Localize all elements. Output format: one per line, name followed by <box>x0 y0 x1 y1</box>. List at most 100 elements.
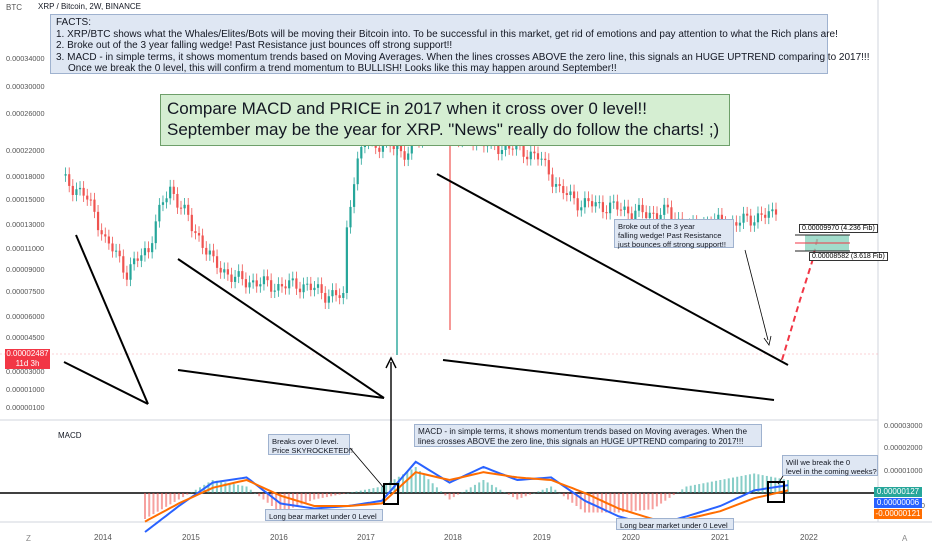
histogram-bar <box>770 476 773 493</box>
candle-body <box>291 278 294 281</box>
candle-body <box>655 213 659 221</box>
histogram-bar <box>296 493 299 506</box>
wedge-note-line: just bounces off strong support!! <box>618 240 726 249</box>
macd-tick-label: 0.00001000 <box>884 466 923 475</box>
histogram-bar <box>198 487 201 493</box>
candle-body <box>771 209 774 212</box>
histogram-bar <box>376 487 379 493</box>
candle-body <box>648 212 651 219</box>
candle-body <box>93 199 96 212</box>
candle-body <box>522 143 525 157</box>
candle-body <box>352 184 356 207</box>
wedge-trendline <box>75 234 149 405</box>
histogram-bar <box>440 491 443 493</box>
connector-arrowhead <box>385 356 397 369</box>
candle-body <box>82 187 85 196</box>
histogram-bar <box>486 482 489 493</box>
histogram-bar <box>380 486 383 493</box>
histogram-bar <box>482 480 485 493</box>
price-tick-label: 0.00000100 <box>6 403 45 412</box>
histogram-bar <box>190 492 193 493</box>
candle-body <box>720 214 724 223</box>
histogram-bar <box>308 493 311 502</box>
histogram-bar <box>727 478 730 493</box>
candle-body <box>118 250 121 257</box>
candle-body <box>634 210 637 220</box>
candle-body <box>753 222 756 226</box>
histogram-bar <box>173 493 176 502</box>
candle-body <box>670 207 673 220</box>
candle-body <box>298 288 302 293</box>
candle-body <box>78 187 82 190</box>
candle-body <box>764 214 767 218</box>
candle-body <box>295 278 298 289</box>
candle-body <box>594 202 597 207</box>
candle-body <box>551 174 554 187</box>
candle-body <box>392 146 395 150</box>
histogram-bar <box>740 475 743 493</box>
wedge-trendline <box>177 369 385 399</box>
histogram-bar <box>655 493 658 507</box>
candle-body <box>183 204 186 209</box>
candle-body <box>630 213 633 220</box>
candle-body <box>104 234 107 237</box>
candle-body <box>666 204 669 208</box>
histogram-bar <box>262 493 265 500</box>
histogram-bar <box>427 479 430 493</box>
candle-body <box>356 158 359 185</box>
histogram-bar <box>144 493 146 519</box>
candle-body <box>86 195 89 200</box>
candle-body <box>197 233 201 236</box>
candle-body <box>504 144 507 151</box>
breaks-note: Breaks over 0 level. Price SKYROCKETED!! <box>268 434 354 455</box>
histogram-bar <box>545 488 548 493</box>
candle-body <box>158 204 161 222</box>
fib-label-3618: 0.00008582 (3.618 Fib) <box>809 252 888 261</box>
histogram-bar <box>630 493 633 512</box>
candle-body <box>165 198 168 203</box>
will-note: Will we break the 0 level in the coming … <box>782 455 878 476</box>
candle-body <box>652 212 655 214</box>
price-tick-label: 0.00022000 <box>6 146 45 155</box>
candle-body <box>161 202 165 205</box>
candle-body <box>187 204 190 215</box>
histogram-bar <box>668 493 671 498</box>
histogram-bar <box>359 490 362 493</box>
histogram-bar <box>516 493 519 500</box>
histogram-bar <box>672 493 675 496</box>
candle-body <box>587 198 590 202</box>
candle-body <box>605 212 608 214</box>
candle-body <box>749 215 752 226</box>
candle-body <box>526 156 529 160</box>
btc-logo: BTC <box>6 3 22 12</box>
compare-line: September may be the year for XRP. "News… <box>167 120 720 139</box>
histogram-bar <box>330 493 333 497</box>
candle-body <box>742 213 745 223</box>
candle-body <box>233 276 237 282</box>
histogram-bar <box>325 493 328 498</box>
histogram-bar <box>681 489 684 493</box>
candle-body <box>381 141 385 152</box>
candle-body <box>645 212 648 219</box>
histogram-bar <box>533 493 536 494</box>
histogram-bar <box>478 482 481 493</box>
candle-body <box>226 269 229 275</box>
histogram-bar <box>537 491 540 493</box>
time-tick-label: 2016 <box>270 533 288 542</box>
candle-body <box>403 151 406 160</box>
candle-body <box>176 193 179 208</box>
histogram-bar <box>194 489 197 493</box>
candle-body <box>500 150 504 155</box>
breaks-note-line: Price SKYROCKETED!! <box>272 446 354 455</box>
candle-body <box>735 222 738 226</box>
highlight-box-2017 <box>383 483 399 505</box>
candle-body <box>259 284 262 287</box>
compare-note: Compare MACD and PRICE in 2017 when it c… <box>160 94 730 146</box>
candle-body <box>580 207 583 211</box>
histogram-bar <box>613 493 616 513</box>
candle-body <box>302 284 305 293</box>
candle-body <box>190 214 193 232</box>
candle-body <box>533 151 536 154</box>
histogram-bar <box>220 481 223 493</box>
